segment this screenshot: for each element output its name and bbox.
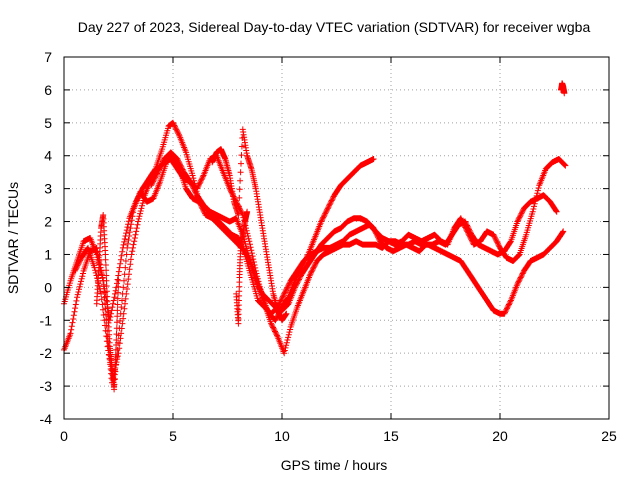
series-track-H [558,80,568,97]
x-axis-label: GPS time / hours [281,457,388,473]
y-tick-label: 7 [44,49,52,65]
data-points [61,80,569,393]
y-tick-label: 5 [44,115,52,131]
grid [64,57,609,419]
x-tick-label: 10 [274,428,290,444]
y-tick-label: 1 [44,246,52,262]
y-tick-label: 4 [44,148,52,164]
axis-ticks: 0 5 10 15 20 25 -4 -3 -2 -1 0 1 2 3 4 5 6 7 [40,49,617,444]
x-tick-label: 25 [601,428,617,444]
plot-frame [63,56,610,420]
data-point-markers [233,208,251,327]
y-tick-label: 0 [44,279,52,295]
data-point-markers [93,212,122,393]
data-point-markers [558,80,568,97]
y-tick-label: 2 [44,214,52,230]
y-tick-label: -3 [40,378,53,394]
y-tick-label: -2 [40,345,53,361]
y-tick-label: 6 [44,82,52,98]
x-tick-label: 15 [383,428,399,444]
data-point-markers [209,126,290,324]
data-point-markers [148,149,560,314]
series-track-F [93,212,122,393]
series-track-G [233,208,251,327]
y-tick-label: -4 [40,411,53,427]
chart-title: Day 227 of 2023, Sidereal Day-to-day VTE… [78,19,591,35]
series-track-D [148,149,560,314]
series-track-E [209,126,290,324]
x-tick-label: 20 [492,428,508,444]
y-tick-label: -1 [40,312,53,328]
y-tick-label: 3 [44,181,52,197]
x-tick-label: 0 [60,428,68,444]
y-axis-label: SDTVAR / TECUs [5,182,21,294]
x-tick-label: 5 [169,428,177,444]
